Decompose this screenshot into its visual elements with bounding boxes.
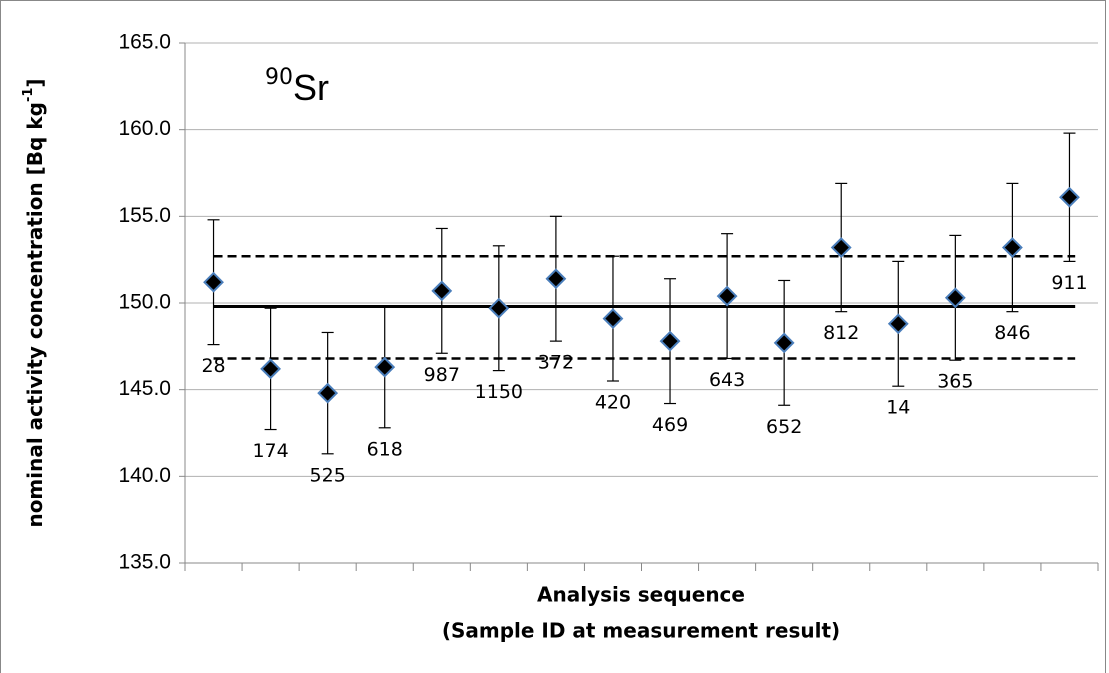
marker bbox=[374, 356, 396, 378]
point-label: 28 bbox=[201, 355, 225, 377]
point-label: 846 bbox=[994, 322, 1030, 344]
title-mass: 90 bbox=[265, 65, 293, 90]
y-tick-label: 165.0 bbox=[118, 31, 171, 54]
marker bbox=[203, 271, 224, 293]
point-label: 1150 bbox=[475, 381, 523, 403]
x-axis-label: (Sample ID at measurement result) bbox=[442, 619, 840, 643]
marker bbox=[1001, 237, 1023, 258]
marker bbox=[602, 308, 624, 330]
marker bbox=[830, 237, 852, 258]
marker bbox=[659, 330, 681, 352]
point-label: 365 bbox=[937, 371, 973, 393]
point-label: 420 bbox=[595, 392, 631, 414]
point-label: 525 bbox=[310, 464, 346, 486]
marker bbox=[716, 285, 738, 307]
y-tick-label: 135.0 bbox=[118, 551, 171, 574]
y-tick-label: 155.0 bbox=[118, 204, 171, 227]
chart-title: 90Sr bbox=[265, 65, 329, 108]
point-label: 14 bbox=[886, 397, 910, 419]
y-tick-label: 150.0 bbox=[118, 291, 171, 314]
point-label: 911 bbox=[1051, 272, 1087, 294]
point-label: 618 bbox=[367, 438, 403, 460]
marker bbox=[431, 280, 453, 302]
marker bbox=[317, 382, 339, 404]
marker bbox=[944, 287, 966, 309]
marker bbox=[260, 358, 282, 380]
title-element: Sr bbox=[293, 67, 329, 108]
y-tick-label: 145.0 bbox=[118, 377, 171, 400]
point-label: 812 bbox=[823, 322, 859, 344]
point-label: 643 bbox=[709, 369, 745, 391]
marker bbox=[887, 313, 909, 335]
y-tick-label: 140.0 bbox=[118, 464, 171, 487]
point-label: 372 bbox=[538, 352, 574, 374]
point-label: 174 bbox=[252, 440, 288, 462]
x-axis-label: Analysis sequence bbox=[537, 583, 745, 607]
marker bbox=[545, 268, 567, 290]
y-label-end: ] bbox=[23, 78, 47, 87]
marker bbox=[488, 297, 510, 319]
marker bbox=[773, 332, 795, 354]
point-label: 469 bbox=[652, 414, 688, 436]
point-label: 987 bbox=[424, 364, 460, 386]
marker bbox=[1059, 186, 1080, 208]
point-label: 652 bbox=[766, 416, 802, 438]
y-label-sup: -1 bbox=[21, 88, 36, 102]
y-axis-label: nominal activity concentration [Bq kg-1] bbox=[21, 78, 47, 527]
y-label-text: nominal activity concentration [Bq kg bbox=[23, 102, 47, 528]
y-tick-label: 160.0 bbox=[118, 117, 171, 140]
